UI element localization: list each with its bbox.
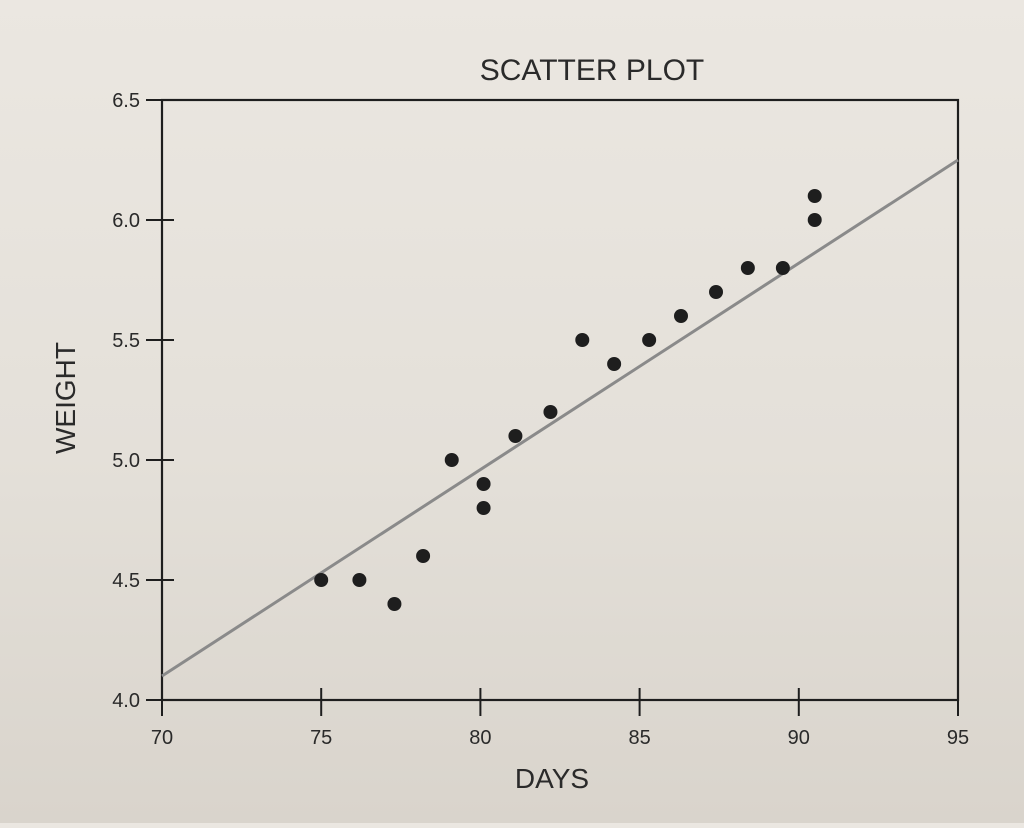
x-tick-label: 70 [151, 727, 173, 749]
data-point [807, 189, 822, 203]
data-point [709, 285, 724, 299]
data-point [740, 261, 755, 275]
x-tick-label: 80 [469, 727, 491, 749]
y-tick-label: 5.0 [112, 450, 140, 472]
data-point [416, 549, 431, 563]
y-tick-label: 6.0 [112, 210, 140, 232]
plot-frame [160, 98, 960, 702]
x-tick-label: 75 [310, 727, 332, 749]
data-point [508, 429, 523, 443]
y-axis-label: WEIGHT [50, 342, 81, 454]
y-tick-label: 4.0 [112, 690, 140, 712]
data-point [352, 573, 367, 587]
data-point [476, 477, 491, 491]
data-point [575, 333, 590, 347]
y-tick-label: 4.5 [112, 570, 140, 592]
data-point [775, 261, 790, 275]
x-tick-label: 85 [628, 727, 650, 749]
data-point [807, 213, 822, 227]
data-point [444, 453, 459, 467]
plot-area: 4.0 4.5 5.0 5.5 6.0 6.5 70 75 80 85 90 95 [112, 90, 969, 749]
x-tick-label: 95 [947, 727, 969, 749]
x-axis-label: DAYS [515, 763, 589, 794]
data-point [314, 573, 329, 587]
data-point [476, 501, 491, 515]
data-point [642, 333, 657, 347]
y-tick-label: 5.5 [112, 330, 140, 352]
data-point [607, 357, 622, 371]
data-point [673, 309, 688, 323]
data-point [543, 405, 558, 419]
data-point [387, 597, 402, 611]
trend-line [161, 158, 959, 678]
y-tick-label: 6.5 [112, 90, 140, 112]
chart-title: SCATTER PLOT [480, 54, 704, 87]
x-tick-label: 90 [788, 727, 810, 749]
